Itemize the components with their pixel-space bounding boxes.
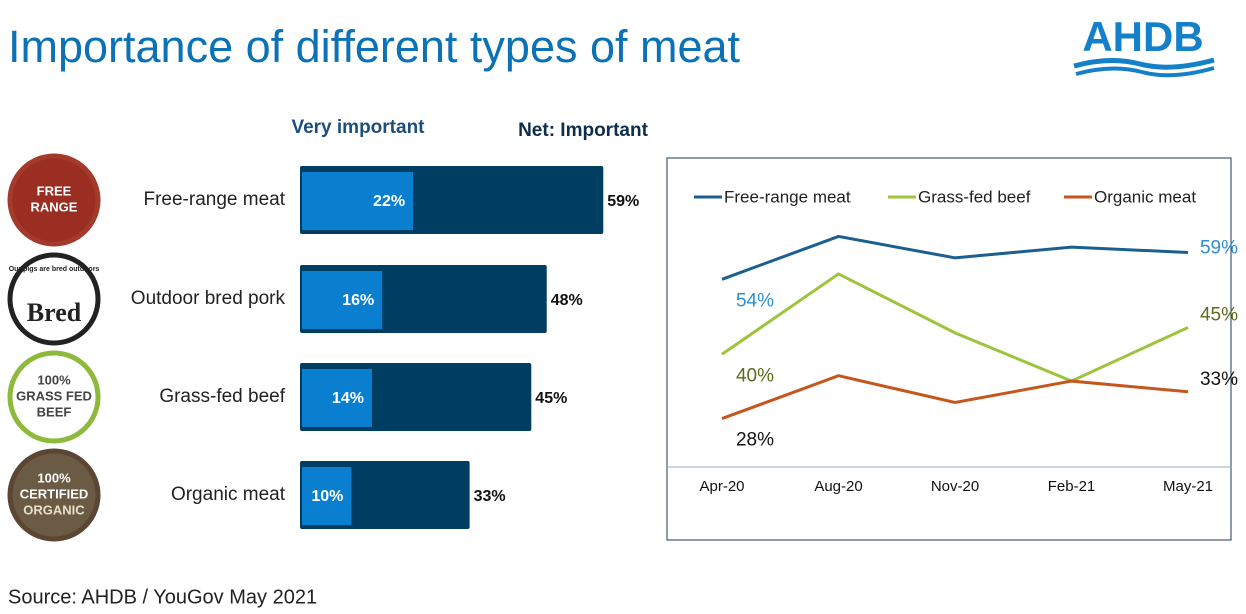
data-label: 59% [1200,238,1238,259]
logo-wave [1075,66,1215,78]
data-label: 28% [736,430,774,451]
slide-title: Importance of different types of meat [8,21,741,72]
category-label: Grass-fed beef [159,386,285,407]
data-label: 33% [1200,369,1238,390]
bar [302,467,352,525]
logo: AHDB [1073,13,1215,78]
data-label: 54% [736,290,774,311]
category-label: Organic meat [171,484,286,505]
data-label: 22% [373,193,405,210]
legend-label: Organic meat [1094,187,1196,206]
data-label: 14% [332,390,364,407]
badge-text: 100% [37,470,71,485]
badge-text: ORGANIC [23,502,85,517]
badge-text: FREE [37,183,72,198]
category-label: Outdoor bred pork [131,288,286,309]
badge-text: CERTIFIED [20,486,89,501]
category-label: Free-range meat [143,189,285,210]
badge [7,350,101,444]
x-tick-label: Feb-21 [1048,478,1096,495]
badge-text: RANGE [31,199,78,214]
data-label: 10% [311,488,343,505]
data-label: 40% [736,365,774,386]
badge-text: Our pigs are bred outdoors [9,266,100,273]
bar [302,172,414,230]
x-tick-label: Nov-20 [931,478,979,495]
data-label: 45% [535,390,567,407]
line [721,234,1189,281]
source: Source: AHDB / YouGov May 2021 [8,586,317,608]
data-label: 48% [551,292,583,309]
badge-text: 100% [37,372,71,387]
logo-wave [1073,57,1215,70]
badge-text: BEEF [37,404,72,419]
badge [7,448,101,542]
legend-label: Grass-fed beef [918,187,1031,206]
legend-label: Free-range meat [724,187,851,206]
x-tick-label: May-21 [1163,478,1213,495]
badge [7,153,101,247]
legend-label: Very important [291,117,425,138]
badge [7,252,101,346]
x-tick-label: Aug-20 [814,478,862,495]
line [721,272,1189,383]
data-label: 45% [1200,305,1238,326]
badge-text: Bred [27,298,82,327]
line [721,374,1189,420]
x-tick-label: Apr-20 [699,478,744,495]
data-label: 59% [607,193,639,210]
legend-label: Net: Important [518,120,649,141]
data-label: 33% [474,488,506,505]
logo-text: AHDB [1082,13,1203,60]
line-chart-frame [666,157,1232,541]
bar [302,271,383,329]
data-label: 16% [342,292,374,309]
badge-text: GRASS FED [16,388,92,403]
bar [302,369,372,427]
